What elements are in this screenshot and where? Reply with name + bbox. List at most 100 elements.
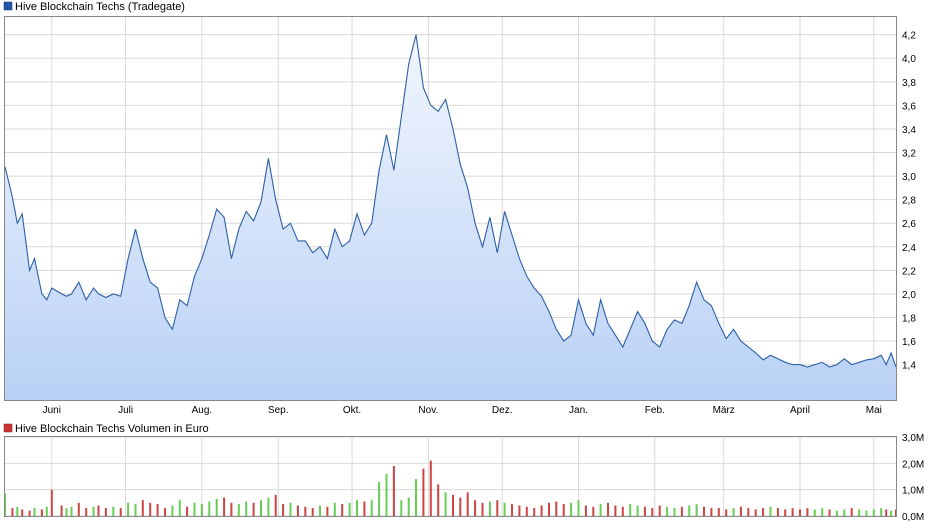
price-y-tick-label: 2,2 bbox=[902, 266, 916, 277]
volume-bar bbox=[127, 502, 130, 516]
price-x-tick-label: Aug. bbox=[192, 405, 213, 416]
price-x-tick-label: Juni bbox=[43, 405, 61, 416]
volume-bar bbox=[459, 497, 462, 516]
volume-bar bbox=[11, 508, 14, 516]
volume-bar bbox=[28, 510, 31, 516]
price-x-tick-label: Sep. bbox=[268, 405, 289, 416]
volume-bar bbox=[658, 505, 661, 516]
volume-bar bbox=[223, 497, 226, 516]
volume-bar bbox=[282, 504, 285, 516]
volume-bar bbox=[415, 479, 417, 516]
volume-legend-label: Hive Blockchain Techs Volumen in Euro bbox=[15, 423, 209, 435]
volume-bar bbox=[548, 502, 550, 516]
volume-bar bbox=[806, 508, 809, 516]
volume-bar bbox=[540, 505, 543, 516]
volume-bar bbox=[134, 504, 137, 516]
volume-bar bbox=[666, 506, 669, 516]
volume-bar bbox=[474, 500, 477, 516]
volume-bar bbox=[592, 506, 595, 516]
volume-bar bbox=[821, 508, 824, 516]
volume-bar bbox=[178, 500, 181, 516]
price-chart-panel: 1,4 1,6 1,8 2,0 2,2 2,4 2,6 2,8 3,0 3,2 3,4 3,6 3,8 4… bbox=[4, 16, 916, 416]
volume-bar bbox=[245, 501, 248, 516]
volume-bar bbox=[392, 466, 395, 516]
volume-bar bbox=[621, 506, 624, 516]
price-y-tick-label: 2,6 bbox=[902, 219, 916, 230]
volume-bar bbox=[695, 504, 698, 516]
volume-bar bbox=[865, 510, 868, 516]
price-x-tick-label: Nov. bbox=[418, 405, 438, 416]
price-y-tick-label: 2,0 bbox=[902, 290, 916, 301]
price-plot-frame bbox=[4, 16, 897, 401]
volume-bar bbox=[193, 502, 196, 516]
volume-bar bbox=[407, 497, 410, 516]
volume-bar bbox=[363, 501, 366, 516]
price-y-tick-label: 3,6 bbox=[902, 101, 916, 112]
volume-bar bbox=[880, 508, 883, 516]
price-x-tick-label: Dez. bbox=[492, 405, 513, 416]
volume-bar bbox=[70, 506, 73, 516]
volume-bar bbox=[260, 500, 262, 516]
volume-bar bbox=[511, 504, 513, 516]
volume-bar bbox=[112, 506, 115, 516]
volume-bar bbox=[717, 508, 720, 516]
volume-bar bbox=[747, 508, 750, 516]
volume-bar bbox=[481, 502, 484, 516]
volume-bar bbox=[503, 502, 506, 516]
volume-bar bbox=[636, 505, 639, 516]
price-x-tick-label: Jan. bbox=[569, 405, 588, 416]
price-legend: Hive Blockchain Techs (Tradegate) bbox=[3, 1, 185, 13]
volume-bar bbox=[629, 504, 632, 516]
volume-bar bbox=[710, 508, 713, 516]
volume-bar bbox=[186, 506, 189, 516]
volume-bar bbox=[400, 500, 403, 516]
volume-plot-frame bbox=[4, 436, 897, 517]
price-y-tick-label: 2,8 bbox=[902, 196, 916, 207]
volume-bar bbox=[274, 494, 277, 516]
volume-bar bbox=[607, 502, 609, 516]
volume-bar bbox=[60, 505, 63, 516]
volume-bar bbox=[791, 508, 794, 516]
volume-bar bbox=[762, 508, 765, 516]
volume-bar bbox=[828, 509, 831, 516]
volume-bar bbox=[680, 506, 683, 516]
volume-bar bbox=[45, 506, 48, 516]
volume-bar bbox=[488, 501, 491, 516]
volume-bar bbox=[643, 506, 646, 516]
volume-y-tick-label: 3,0M bbox=[902, 433, 924, 444]
volume-y-tick-label: 1,0M bbox=[902, 486, 924, 497]
volume-bar bbox=[835, 510, 838, 516]
volume-bar bbox=[50, 489, 53, 516]
price-y-tick-label: 2,4 bbox=[902, 243, 916, 254]
volume-bar bbox=[237, 504, 240, 516]
volume-bar bbox=[85, 508, 88, 516]
volume-bar bbox=[104, 508, 107, 516]
volume-bar bbox=[769, 506, 772, 516]
volume-bar bbox=[754, 509, 757, 516]
volume-bar bbox=[40, 509, 43, 516]
volume-bar bbox=[141, 500, 144, 516]
volume-chart-panel: 0,0M 1,0M 2,0M 3,0M bbox=[4, 433, 924, 523]
price-y-tick-label: 4,2 bbox=[902, 31, 916, 42]
volume-bar bbox=[200, 504, 203, 516]
volume-bar bbox=[555, 501, 558, 516]
price-y-tick-label: 3,0 bbox=[902, 172, 916, 183]
volume-bar bbox=[525, 506, 528, 516]
price-y-tick-label: 1,4 bbox=[902, 361, 916, 372]
volume-bar bbox=[739, 506, 742, 516]
volume-bar bbox=[348, 502, 351, 516]
volume-bar bbox=[776, 508, 779, 516]
volume-bar bbox=[370, 500, 373, 516]
volume-bar bbox=[673, 508, 676, 516]
volume-bar bbox=[208, 501, 211, 516]
volume-bar bbox=[518, 505, 521, 516]
price-x-tick-label: Feb. bbox=[645, 405, 665, 416]
volume-bar bbox=[326, 506, 329, 516]
volume-bar bbox=[885, 509, 888, 516]
volume-bar bbox=[496, 500, 499, 516]
volume-bar bbox=[385, 473, 388, 516]
volume-bar bbox=[872, 509, 875, 516]
volume-y-tick-label: 2,0M bbox=[902, 459, 924, 470]
